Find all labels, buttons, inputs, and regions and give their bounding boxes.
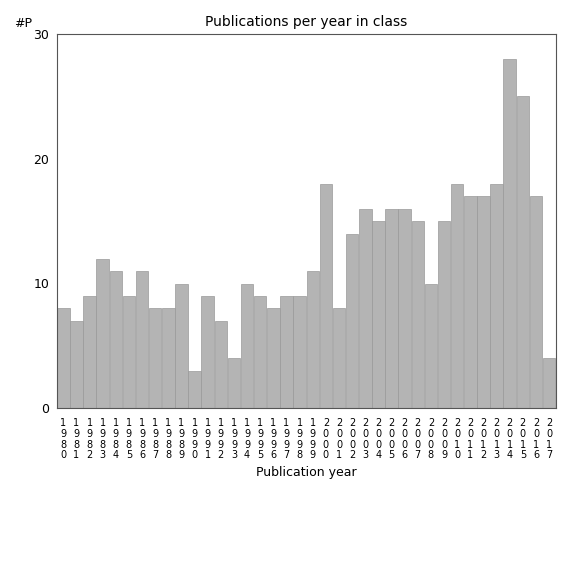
Bar [228, 358, 240, 408]
Bar [267, 308, 280, 408]
Bar [307, 271, 319, 408]
Bar [214, 321, 227, 408]
Bar [425, 284, 437, 408]
Bar [254, 296, 266, 408]
Bar [83, 296, 96, 408]
Bar [241, 284, 253, 408]
Bar [464, 196, 476, 408]
Bar [96, 259, 109, 408]
Bar [359, 209, 371, 408]
X-axis label: Publication year: Publication year [256, 466, 357, 479]
Text: #P: #P [14, 17, 32, 30]
Bar [280, 296, 293, 408]
Bar [346, 234, 358, 408]
Title: Publications per year in class: Publications per year in class [205, 15, 407, 29]
Bar [175, 284, 188, 408]
Bar [333, 308, 345, 408]
Bar [543, 358, 555, 408]
Bar [530, 196, 542, 408]
Bar [399, 209, 411, 408]
Bar [122, 296, 135, 408]
Bar [57, 308, 70, 408]
Bar [188, 371, 201, 408]
Bar [503, 59, 516, 408]
Bar [293, 296, 306, 408]
Bar [517, 96, 529, 408]
Bar [438, 221, 450, 408]
Bar [490, 184, 503, 408]
Bar [70, 321, 83, 408]
Bar [412, 221, 424, 408]
Bar [320, 184, 332, 408]
Bar [451, 184, 463, 408]
Bar [201, 296, 214, 408]
Bar [162, 308, 175, 408]
Bar [477, 196, 490, 408]
Bar [372, 221, 384, 408]
Bar [109, 271, 122, 408]
Bar [386, 209, 398, 408]
Bar [136, 271, 149, 408]
Bar [149, 308, 162, 408]
